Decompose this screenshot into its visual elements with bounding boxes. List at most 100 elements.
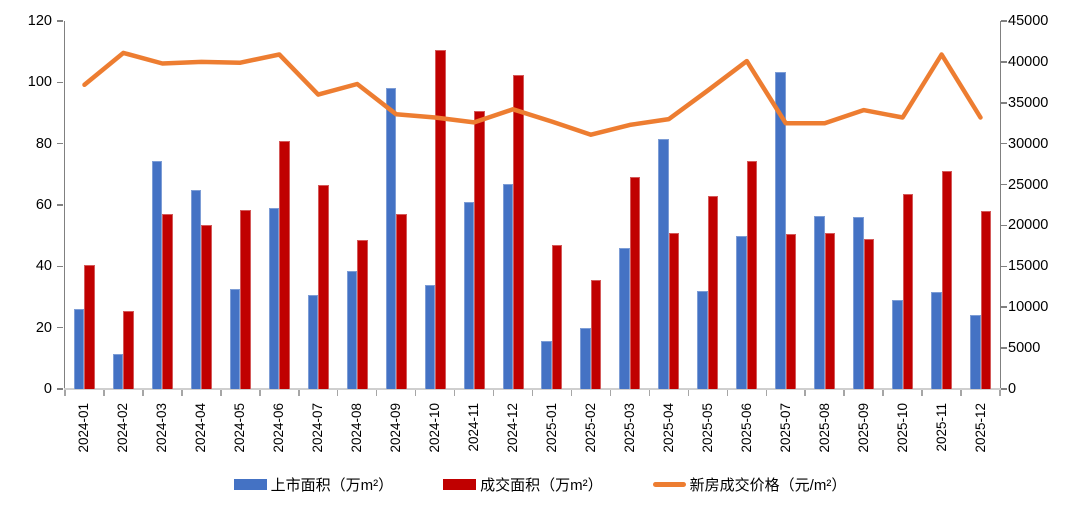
bar-sold-area <box>785 234 797 389</box>
bar-listed-area <box>541 341 552 389</box>
bar-group <box>221 21 260 389</box>
legend-label-price-line: 新房成交价格（元/m²） <box>689 477 847 494</box>
left-axis-tick-label: 80 <box>35 135 52 152</box>
listed-area-swatch <box>233 479 267 490</box>
x-axis-tick <box>64 390 66 396</box>
bar-group <box>922 21 961 389</box>
price-line <box>82 50 983 137</box>
bar-listed-area <box>151 160 163 389</box>
bar-sold-area <box>435 50 446 389</box>
right-axis-tick <box>1001 347 1007 349</box>
bar-sold-area <box>318 185 329 389</box>
right-axis-tick <box>1001 20 1007 22</box>
right-axis-tick-label: 40000 <box>1008 53 1049 70</box>
x-axis-line <box>63 388 1002 390</box>
x-axis-label: 2025-09 <box>855 403 871 453</box>
left-axis-tick <box>57 81 63 84</box>
right-axis-tick-label: 35000 <box>1008 94 1049 111</box>
right-axis-tick <box>1001 265 1007 268</box>
right-axis-tick <box>1001 224 1007 227</box>
left-axis-tick <box>57 20 63 22</box>
right-axis-tick-label: 30000 <box>1008 135 1049 152</box>
bar-listed-area <box>73 309 85 389</box>
bar-listed-area <box>775 71 786 389</box>
bar-listed-area <box>736 235 747 389</box>
bar-sold-area <box>707 195 719 389</box>
x-axis-tick <box>765 390 767 396</box>
bar-listed-area <box>229 289 241 389</box>
right-axis-tick-label: 25000 <box>1008 176 1049 193</box>
bar-group <box>610 21 649 389</box>
x-axis-label: 2024-12 <box>505 403 521 453</box>
left-axis-tick <box>57 265 63 268</box>
bar-group <box>65 21 104 389</box>
bar-group <box>299 21 338 389</box>
right-axis-tick <box>1001 102 1007 104</box>
bar-group <box>416 21 455 389</box>
price-line-layer <box>82 50 983 137</box>
right-axis-tick-label: 45000 <box>1008 13 1049 29</box>
left-axis-tick <box>57 326 63 329</box>
right-axis-tick-label: 20000 <box>1008 217 1049 234</box>
left-axis-tick-label: 120 <box>27 13 52 29</box>
x-axis-tick <box>375 390 378 396</box>
price-line-swatch <box>652 482 686 487</box>
bar-group <box>571 21 610 389</box>
bar-sold-area <box>863 238 875 389</box>
bar-group <box>688 21 727 389</box>
left-y-axis-line <box>63 21 65 389</box>
x-axis-label: 2025-07 <box>777 403 793 453</box>
x-axis-tick <box>414 390 417 396</box>
bar-group <box>649 21 688 389</box>
bar-listed-area <box>463 201 475 389</box>
bar-sold-area <box>240 209 251 389</box>
x-axis-label: 2024-01 <box>76 403 92 453</box>
bar-group <box>805 21 844 389</box>
bar-listed-area <box>190 189 202 389</box>
bar-group <box>844 21 883 389</box>
bar-group <box>494 21 533 389</box>
x-axis-label: 2024-07 <box>310 403 326 453</box>
bar-group <box>143 21 182 389</box>
bar-listed-area <box>970 315 981 389</box>
bar-sold-area <box>629 177 641 389</box>
bar-group <box>260 21 299 389</box>
x-axis-label: 2025-02 <box>582 403 598 453</box>
x-axis-label: 2025-04 <box>660 403 676 453</box>
x-axis-tick <box>687 390 690 396</box>
bar-sold-area <box>746 160 758 389</box>
bar-listed-area <box>502 183 513 389</box>
right-axis-tick-label: 0 <box>1008 381 1017 397</box>
x-axis-tick <box>843 390 845 396</box>
x-axis-label: 2024-09 <box>388 403 404 453</box>
bar-group <box>533 21 572 389</box>
bar-listed-area <box>346 270 358 389</box>
bar-listed-area <box>697 290 708 389</box>
bar-group <box>338 21 377 389</box>
x-axis-label: 2024-10 <box>427 403 443 453</box>
bar-listed-area <box>814 215 825 389</box>
plot-area <box>65 21 1000 389</box>
sold-area-swatch <box>443 479 477 490</box>
bar-listed-area <box>892 300 903 389</box>
x-axis-label: 2024-04 <box>193 403 209 453</box>
bar-listed-area <box>268 208 280 389</box>
bar-sold-area <box>902 194 914 389</box>
bar-group <box>455 21 494 389</box>
legend-item-price-line: 新房成交价格（元/m²） <box>652 474 847 495</box>
left-axis-tick <box>57 204 63 206</box>
x-axis-label: 2024-08 <box>349 403 365 453</box>
x-axis-label: 2025-12 <box>972 403 988 453</box>
bar-group <box>727 21 766 389</box>
bar-listed-area <box>619 247 630 389</box>
left-axis-tick <box>57 142 63 145</box>
right-axis-tick <box>1001 306 1007 308</box>
x-axis-tick <box>921 390 923 396</box>
x-axis-tick <box>804 390 806 396</box>
x-axis-tick <box>999 390 1001 396</box>
right-axis-tick <box>1001 388 1007 390</box>
right-axis-tick-label: 10000 <box>1008 299 1049 316</box>
x-axis-label: 2024-11 <box>466 403 482 452</box>
x-axis-label: 2025-08 <box>816 403 832 453</box>
x-axis-tick <box>220 390 222 396</box>
